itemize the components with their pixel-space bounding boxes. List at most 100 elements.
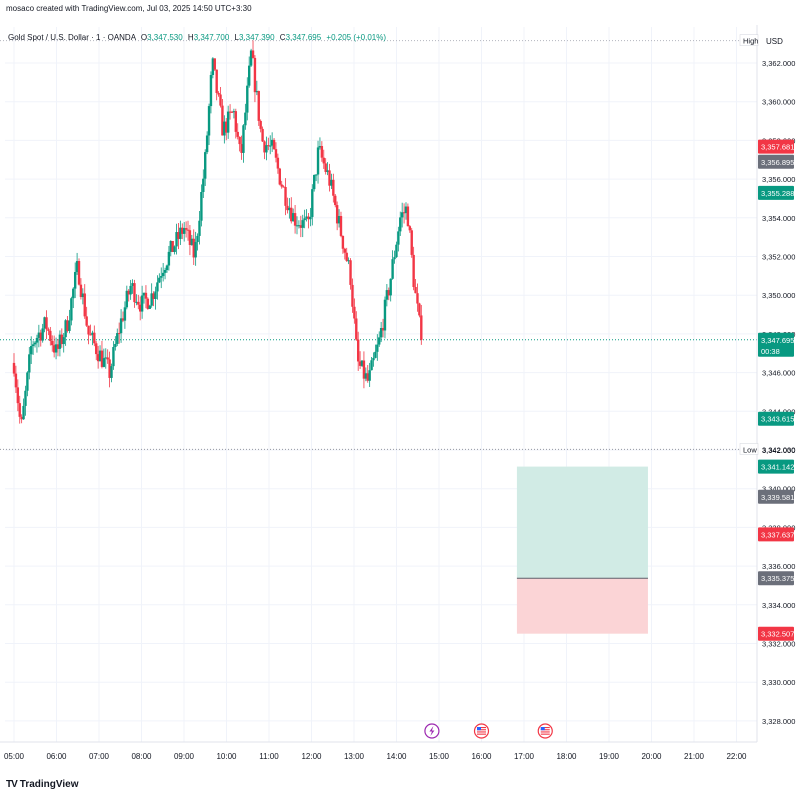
candle-body [400,212,404,218]
candle-body [204,152,207,179]
candle-body [261,128,264,142]
us-flag-icon[interactable] [537,723,553,739]
candle-body [102,358,106,367]
symbol-name[interactable]: Gold Spot / U.S. Dollar · 1 · OANDA [8,33,136,42]
candle-body [228,111,232,113]
candle-body [37,332,41,338]
candle-body [349,260,352,285]
price-tag: 3,339.581 [761,493,794,502]
last-price-tag-bg [758,332,794,357]
candle-body [236,131,239,137]
time-tick-label: 17:00 [514,752,535,761]
candle-body [286,205,289,211]
candle-body [26,372,29,391]
chart-credit: mosaco created with TradingView.com, Jul… [6,4,252,13]
candle-body [389,278,392,296]
price-tag: 3,357.681 [761,143,794,152]
candle-body [98,350,102,362]
target-zone[interactable] [516,466,648,579]
candle-body [200,191,203,221]
candle-body [20,416,23,420]
candle-body [335,205,339,224]
candle-body [56,344,60,349]
candle-body [93,332,96,344]
candle-body [31,344,35,347]
flag-stripe [540,733,550,735]
candle-body [39,332,42,341]
candle-body [85,316,88,326]
price-tag: 3,335.375 [761,574,794,583]
candle-body [313,174,316,190]
candle-body [211,58,215,75]
price-tag-bg [758,626,794,641]
time-tick-label: 09:00 [174,752,195,761]
candle-body [202,178,205,192]
candle-body [110,366,113,378]
price-tick-label: 3,360.000 [762,98,795,107]
candle-body [301,220,304,228]
candle-body [265,145,268,153]
candle-body [163,270,167,273]
candle-body [95,343,98,355]
candle-body [366,373,369,381]
time-tick-label: 13:00 [344,752,365,761]
candle-body [270,139,274,146]
candle-body [238,136,241,145]
event-markers[interactable] [424,723,553,739]
flag-stripe [540,727,550,729]
candle-body [213,58,216,70]
candle-body [152,293,155,300]
candle-body [144,292,148,299]
candle-body [259,120,262,129]
candle-body [334,195,337,206]
us-flag-icon[interactable] [473,723,490,739]
low-line-price: 3,342.030 [762,445,795,454]
candle-body [240,144,243,153]
time-tick-label: 08:00 [131,752,152,761]
candle-body [146,298,150,309]
candle-body [242,125,245,153]
candle-body [83,293,86,317]
close-label: C [279,33,286,42]
candle-body [391,259,394,279]
stop-zone[interactable] [516,578,648,634]
candle-body [196,235,199,243]
candle-body [12,362,16,374]
candle-body [43,317,46,329]
last-price-tag: 3,347.695 [761,336,794,345]
candle-body [282,186,285,188]
candle-body [73,271,77,289]
candle-body [355,318,358,340]
candle-body [121,318,125,321]
candle-body [408,226,412,231]
candle-body [150,293,153,306]
candle-body [364,373,368,379]
candle-body [41,328,44,341]
flag-stripe [540,731,550,733]
candle-body [75,261,79,272]
position-tool[interactable] [516,466,648,634]
low-label: L [234,33,239,42]
price-tag: 3,341.142 [761,463,794,472]
flag-canton [540,727,545,731]
candle-body [274,149,278,158]
candle-body [314,174,318,176]
time-tick-label: 19:00 [599,752,620,761]
candle-body [412,254,415,287]
candle-body [255,90,259,93]
candle-body [154,291,157,300]
candle-body [320,146,324,158]
time-axis[interactable]: 05:00 06:00 07:00 08:00 09:00 10:00 11:00 12:00… [0,741,757,761]
candle-body [114,343,117,348]
tradingview-logo[interactable]: TV TradingView [6,779,79,790]
time-tick-label: 22:00 [726,752,747,761]
candle-body [167,251,171,266]
candle-body [295,225,299,227]
candle-body [257,90,260,121]
candle-body [64,320,67,338]
candle-body [316,147,320,175]
candle-body [276,157,280,169]
candle-body [62,337,65,345]
price-tick-label: 3,356.000 [762,175,795,184]
